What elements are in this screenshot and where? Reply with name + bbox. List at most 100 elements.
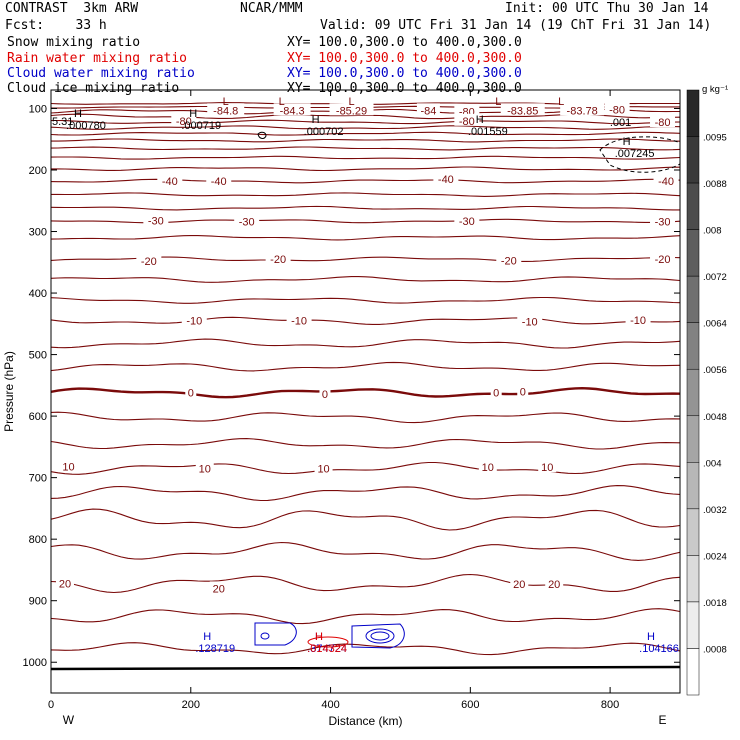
- init-time: Init: 00 UTC Thu 30 Jan 14: [505, 1, 709, 16]
- colorbar-swatch: [686, 89, 700, 137]
- isotherm-line: [51, 316, 680, 325]
- isotherm-label: 0: [520, 387, 526, 399]
- model-title: CONTRAST 3km ARW: [5, 1, 139, 16]
- x-axis-title: Distance (km): [328, 714, 402, 728]
- isotherm-label-bg: [143, 213, 169, 226]
- field-cloudwater-label: Cloud water mixing ratio: [7, 66, 195, 81]
- isotherm-label: -20: [655, 254, 671, 266]
- colorbar-swatch: [686, 462, 700, 510]
- y-tick-label: 600: [29, 411, 47, 423]
- cloud-water-contour: [365, 628, 395, 644]
- isotherm-label-bg: [55, 576, 74, 589]
- field-rain-xy: XY= 100.0,300.0 to 400.0,300.0: [287, 51, 522, 66]
- min-label-bg: [329, 103, 374, 116]
- isotherm-label-bg: [319, 386, 331, 399]
- x-tick-label: 600: [461, 699, 479, 711]
- isotherm-line: [51, 386, 680, 399]
- low-marker: L: [223, 96, 229, 108]
- colorbar-tick-label: .0056: [703, 365, 727, 376]
- min-temperature-label: -85.29: [336, 105, 367, 117]
- colorbar-tick-label: .0048: [703, 412, 727, 423]
- y-tick-label: 200: [29, 165, 47, 177]
- west-label: W: [63, 713, 75, 727]
- overlays: [51, 131, 680, 671]
- maximum-marker: H: [623, 136, 631, 148]
- isotherm-label: 20: [59, 578, 71, 590]
- isotherm-label-bg: [181, 313, 207, 326]
- colorbar-unit: g kg⁻¹: [702, 84, 728, 95]
- isotherm-line: [51, 131, 680, 136]
- isotherm-label-bg: [136, 254, 162, 267]
- y-tick-label: 900: [29, 596, 47, 608]
- isotherm-label-bg: [433, 172, 459, 185]
- x-tick-label: 400: [321, 699, 339, 711]
- colorbar-tick-label: .0095: [703, 133, 727, 144]
- isotherm-label: -20: [501, 255, 517, 267]
- isotherm-label: 10: [62, 462, 74, 474]
- isotherm-line: [51, 573, 680, 594]
- x-tick-label: 800: [601, 699, 619, 711]
- colorbar-swatch: [686, 368, 700, 417]
- isotherm-line: [51, 541, 680, 561]
- colorbar-tick-label: .0088: [703, 179, 727, 190]
- isotherm-label: -10: [186, 316, 202, 328]
- isotherm-line: [51, 296, 680, 304]
- min-temperature-label: -84.3: [280, 105, 305, 117]
- maximum-value: .000702: [304, 126, 344, 138]
- isotherm-label-bg: [653, 174, 679, 187]
- colorbar-tick-label: .0018: [703, 598, 727, 609]
- isotherm-label-bg: [195, 461, 214, 474]
- isotherm-label-bg: [650, 214, 676, 227]
- colorbar-tick-label: .0024: [703, 551, 727, 562]
- isotherm-line: [51, 205, 680, 211]
- isotherm-line: [51, 438, 680, 450]
- isotherm-label: -20: [141, 256, 157, 268]
- cloud-water-contour: [254, 622, 297, 646]
- east-label: E: [659, 713, 667, 727]
- isotherm-label: -80: [609, 105, 625, 117]
- colorbar-swatch: [686, 555, 700, 603]
- field-snow-xy: XY= 100.0,300.0 to 400.0,300.0: [287, 35, 522, 50]
- isotherm-label: 10: [199, 463, 211, 475]
- min-label-bg: [207, 103, 245, 116]
- y-tick-label: 1000: [23, 657, 47, 669]
- isotherm-label-bg: [234, 214, 260, 227]
- isotherm-line: [51, 178, 680, 184]
- isotherm-line: [51, 155, 680, 160]
- isotherm-label-bg: [171, 113, 197, 126]
- maximum-value: .128719: [195, 643, 235, 655]
- isotherm-line: [51, 508, 680, 531]
- x-tick-label: 200: [182, 699, 200, 711]
- maximum-value: .014324: [307, 643, 347, 655]
- min-temperature-label: -84.8: [213, 105, 238, 117]
- min-label-bg: [416, 103, 440, 116]
- isotherm-line: [51, 138, 680, 143]
- maximum-marker: H: [647, 631, 655, 643]
- plot-border: [50, 89, 681, 694]
- colorbar-tick-label: .008: [703, 226, 722, 237]
- isotherm-label-bg: [286, 313, 312, 326]
- isotherm-label-bg: [314, 461, 333, 474]
- colorbar-swatch: [686, 322, 700, 370]
- maximum-value: .001559: [468, 126, 508, 138]
- maximum-marker: H: [315, 631, 323, 643]
- min-label-bg: [560, 103, 605, 116]
- y-tick-label: 400: [29, 288, 47, 300]
- min-temperature-label: -84: [420, 105, 436, 117]
- colorbar-tick-label: .0072: [703, 272, 727, 283]
- isotherm-label: -80: [655, 117, 671, 129]
- isotherm-line: [51, 485, 680, 502]
- colorbar-swatch: [686, 229, 700, 277]
- isotherm-line: [51, 642, 680, 656]
- x-tick-label: 0: [48, 699, 54, 711]
- isotherm-label: 20: [213, 583, 225, 595]
- isotherm-label-bg: [650, 114, 676, 127]
- isotherm-label-bg: [510, 577, 529, 590]
- isotherm-line: [51, 338, 680, 349]
- isotherm-label-bg: [454, 113, 480, 126]
- y-tick-label: 700: [29, 473, 47, 485]
- isotherm-label-bg: [625, 313, 651, 326]
- isotherm-line: [51, 361, 680, 372]
- min-label-bg: [500, 103, 545, 116]
